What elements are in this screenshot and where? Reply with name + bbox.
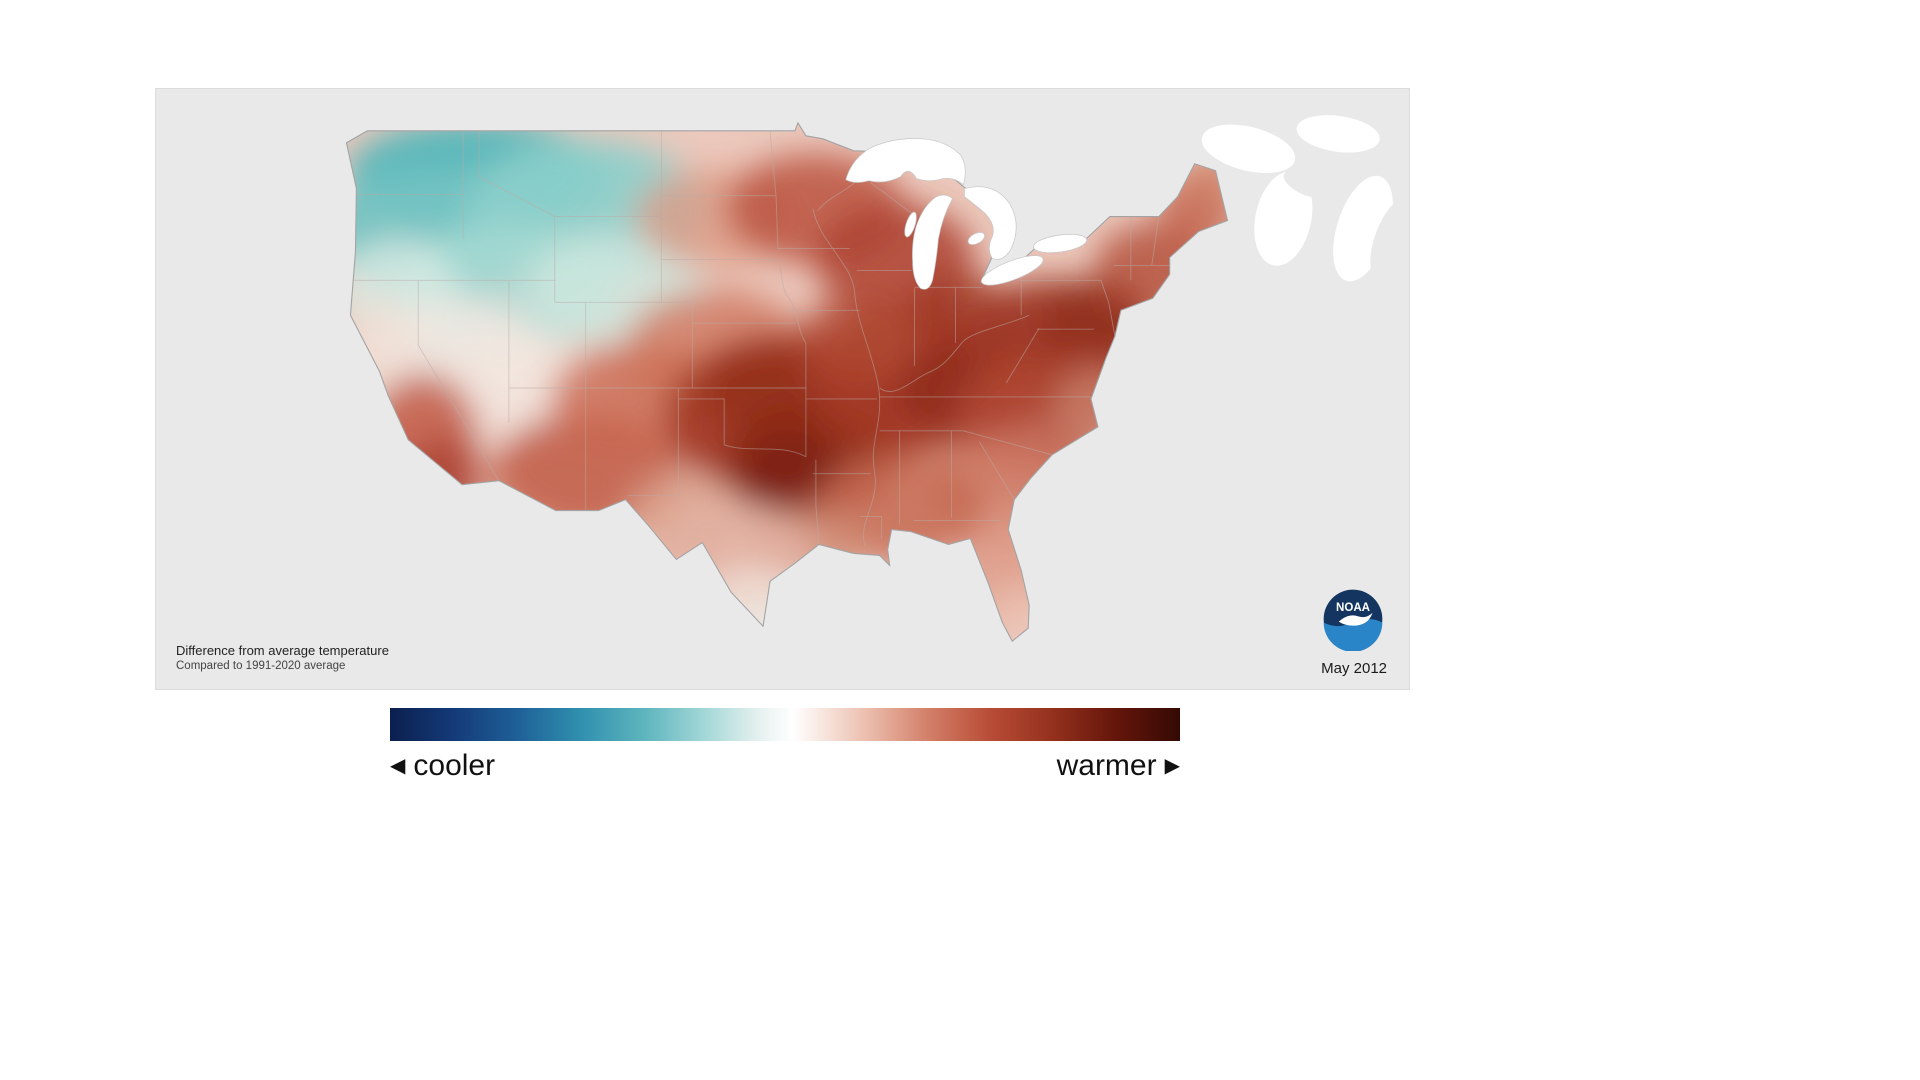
map-date-label: May 2012 <box>1321 660 1387 677</box>
caption-metric: Difference from average temperature <box>176 642 389 658</box>
noaa-logo-text: NOAA <box>1336 602 1371 614</box>
warmer-arrow-icon: ▶ <box>1164 755 1180 777</box>
color-legend: ◀ cooler warmer ▶ <box>390 708 1180 783</box>
us-anomaly-map <box>345 115 1409 643</box>
noaa-logo: NOAA <box>1321 587 1385 652</box>
northeast-water <box>1201 115 1409 282</box>
great-lakes <box>845 138 1088 290</box>
cooler-arrow-icon: ◀ <box>390 755 406 777</box>
legend-gradient-bar <box>390 708 1180 741</box>
noaa-logo-icon: NOAA <box>1323 589 1383 652</box>
cooler-label: cooler <box>413 749 496 782</box>
map-caption: Difference from average temperature Comp… <box>176 642 389 675</box>
caption-baseline: Compared to 1991-2020 average <box>176 660 346 673</box>
legend-labels: ◀ cooler warmer ▶ <box>390 749 1180 783</box>
temperature-anomaly-map-panel: Difference from average temperature Comp… <box>155 88 1410 690</box>
cooler-label-group: ◀ cooler <box>390 749 495 783</box>
state-borders <box>352 130 1170 546</box>
warmer-label-group: warmer ▶ <box>1057 749 1180 783</box>
warmer-label: warmer <box>1056 749 1157 782</box>
anomaly-surface <box>346 122 1228 642</box>
